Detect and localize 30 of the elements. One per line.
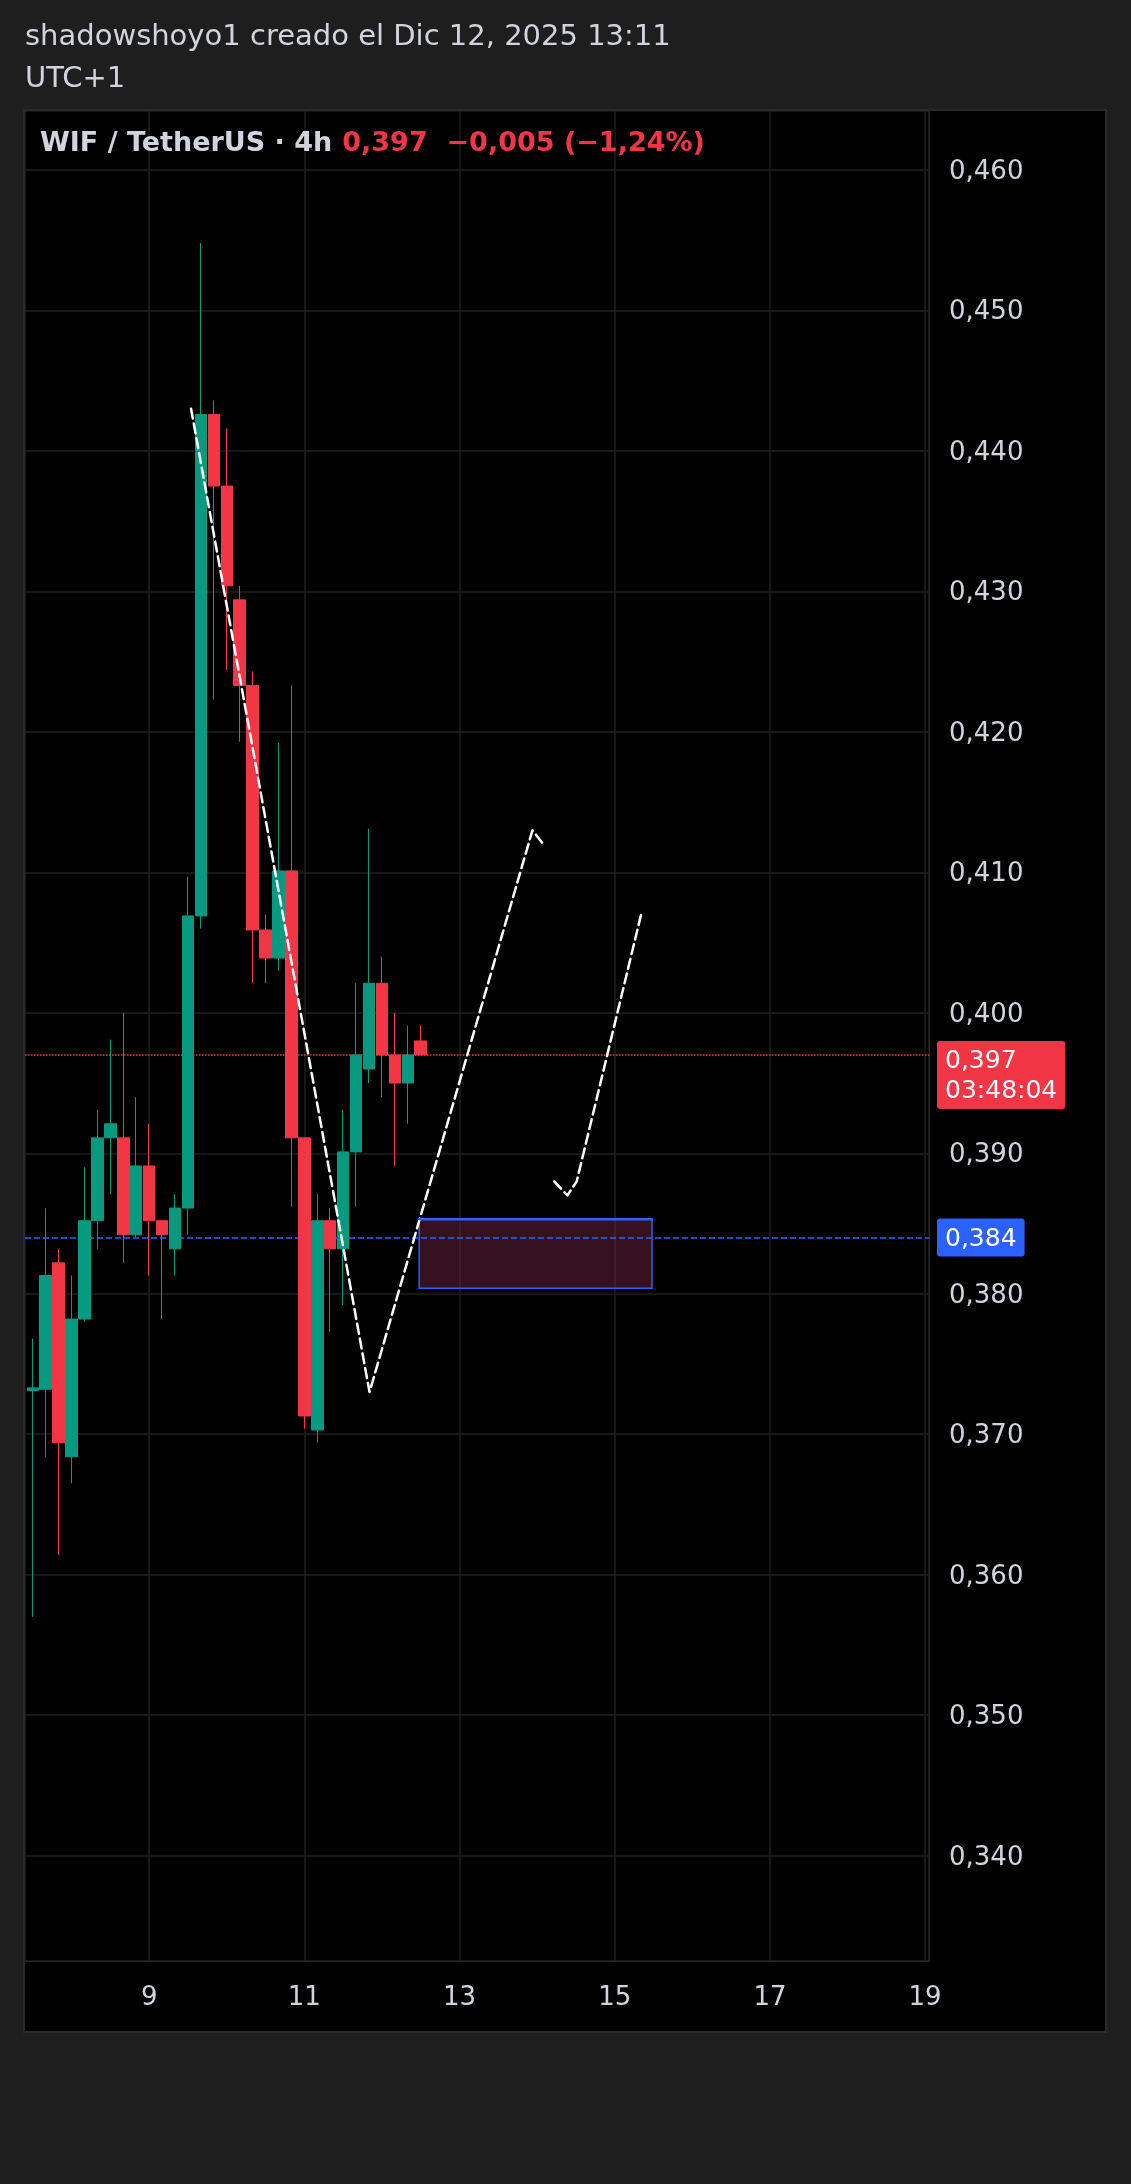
candlestick: [311, 1193, 324, 1444]
y-tick-label: 0,390: [949, 1138, 1024, 1169]
y-tick-label: 0,450: [949, 295, 1024, 326]
x-tick-label: 9: [140, 1981, 158, 2011]
ref-line-label: 0,397 03:48:04: [945, 1045, 1058, 1105]
candlestick: [402, 1024, 414, 1125]
candlestick: [130, 1096, 142, 1239]
y-tick-label: 0,380: [949, 1278, 1024, 1309]
y-tick-label: 0,370: [949, 1419, 1024, 1450]
x-tick-label: 13: [442, 1981, 477, 2011]
y-tick-label: 0,440: [949, 435, 1024, 466]
text: 0,397 −0,005 (−1,24%): [342, 126, 705, 157]
x-tick-label: 19: [908, 1981, 942, 2011]
y-tick-label: 0,400: [949, 997, 1024, 1028]
y-tick-label: 0,410: [949, 857, 1024, 888]
x-tick-label: 17: [753, 1981, 787, 2011]
y-tick-label: 0,420: [949, 716, 1024, 747]
y-tick-label: 0,460: [949, 155, 1024, 185]
x-tick-label: 11: [287, 1981, 321, 2011]
x-tick-label: 15: [598, 1981, 632, 2011]
text: WIF / TetherUS · 4h: [40, 126, 333, 157]
line-series: [189, 407, 545, 1394]
y-tick-label: 0,430: [949, 576, 1024, 607]
y-tick-label: 0,360: [949, 1559, 1024, 1590]
candlestick: [324, 1207, 336, 1333]
candlestick: [52, 1248, 65, 1556]
y-tick-label: 0,340: [949, 1840, 1024, 1871]
y-tick-label: 0,350: [949, 1700, 1024, 1731]
text: shadowshoyo1 creado el Dic 12, 2025 13:11 UTC+1: [25, 17, 672, 96]
ref-line-label: 0,384: [945, 1223, 1017, 1253]
